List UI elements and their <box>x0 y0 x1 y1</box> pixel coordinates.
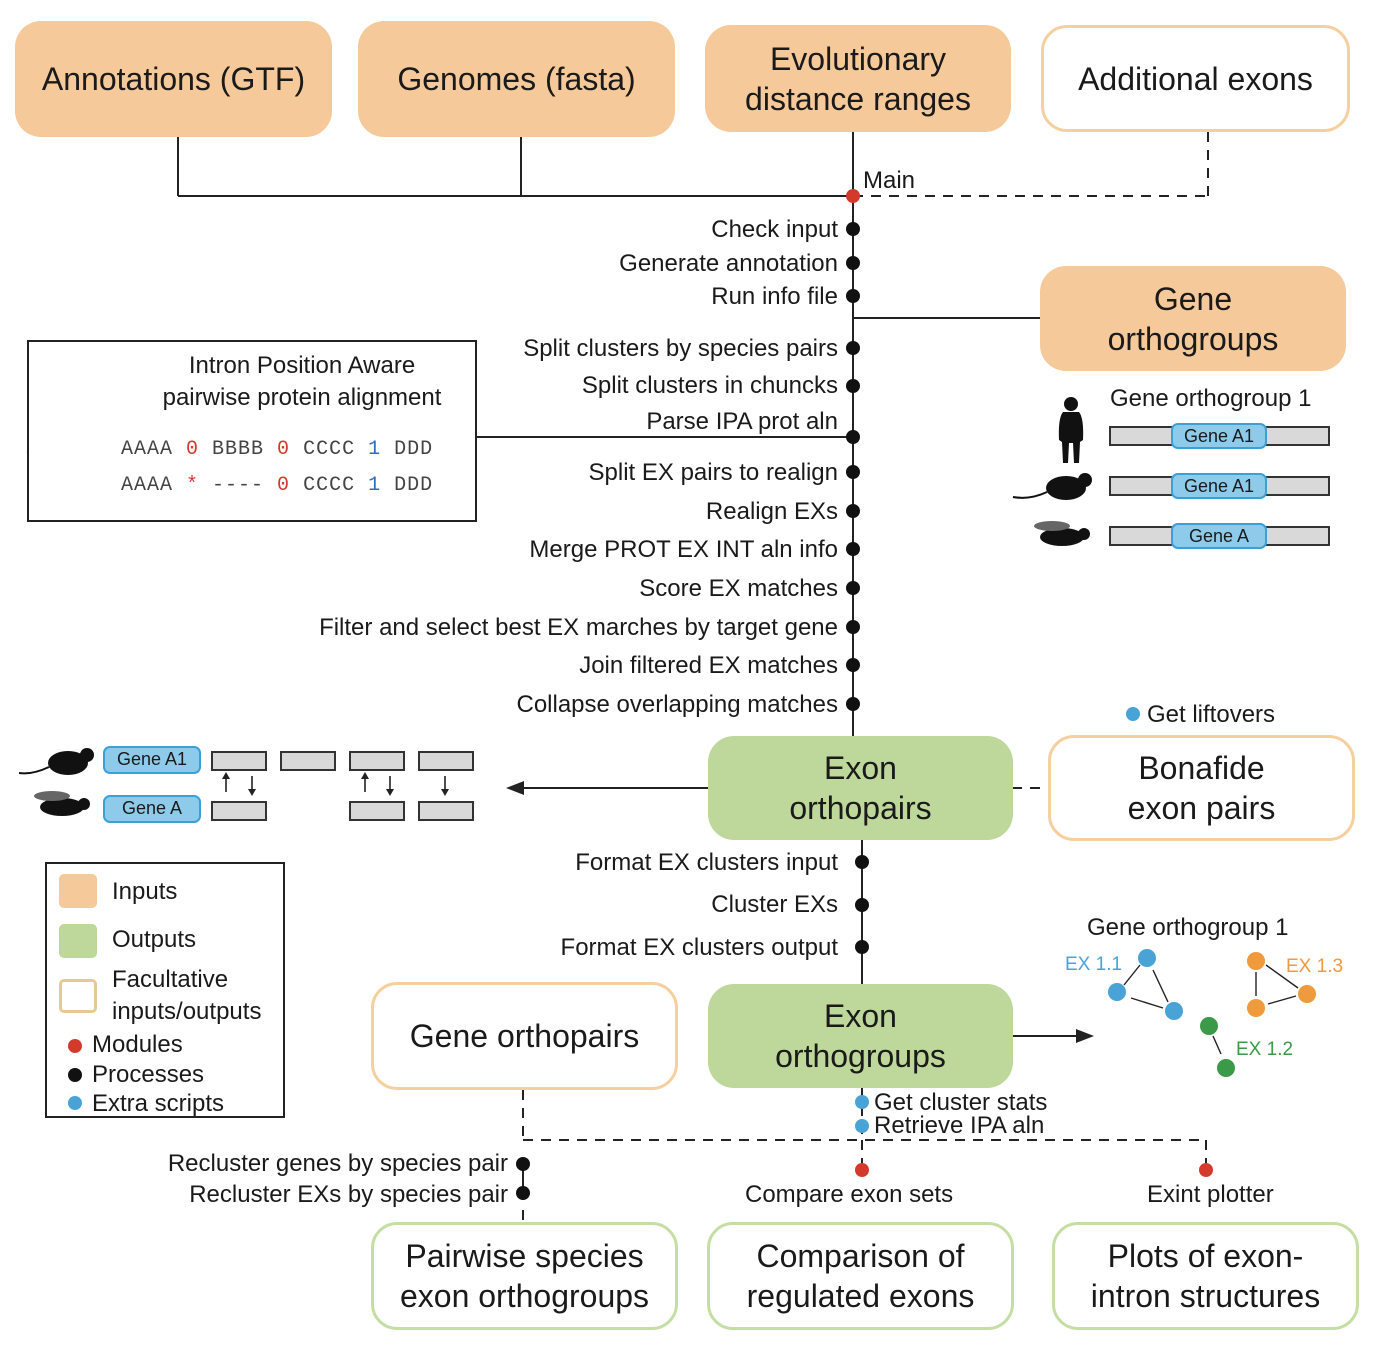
input-annotations-label: Annotations (GTF) <box>41 61 306 97</box>
output-comparison-regulated: Comparison of regulated exons <box>707 1222 1014 1330</box>
exon-rect <box>349 751 405 771</box>
human-silhouette-icon <box>1058 397 1084 463</box>
legend-swatch-inputs <box>59 874 97 908</box>
comparison-label: Comparison of regulated exons <box>746 1238 975 1314</box>
legend-dot-modules <box>68 1039 82 1053</box>
bonafide-exon-pairs: Bonafide exon pairs <box>1048 735 1355 841</box>
recluster-label: Recluster EXs by species pair <box>189 1181 508 1208</box>
module-exint-label: Exint plotter <box>1147 1181 1274 1208</box>
step-label: Score EX matches <box>639 575 838 602</box>
gene-chip: Gene A1 <box>1171 423 1267 449</box>
exon-rect <box>418 751 474 771</box>
extra-script-label: Get cluster stats <box>874 1089 1048 1116</box>
gene-orthopairs-label: Gene orthopairs <box>409 1018 640 1054</box>
get-liftovers-label: Get liftovers <box>1147 701 1276 728</box>
step-label: Filter and select best EX marches by tar… <box>319 614 838 641</box>
ipa-seq-row-2: AAAA * ---- 0 CCCC 1 DDD <box>121 474 434 497</box>
legend-dot-extra-scripts <box>68 1096 82 1110</box>
input-gene-orthogroups-label: Gene orthogroups <box>1107 280 1279 357</box>
step-label: Split clusters in chuncks <box>581 372 838 399</box>
gene-chip: Gene A <box>1171 523 1267 549</box>
input-additional-label: Additional exons <box>1078 60 1313 97</box>
ipa-alignment-box: Intron Position Aware pairwise protein a… <box>27 340 477 522</box>
exon-rect <box>280 751 336 771</box>
legend-label: Processes <box>92 1061 205 1088</box>
output-exon-orthopairs: Exon orthopairs <box>708 736 1013 840</box>
bonafide-label: Bonafide exon pairs <box>1127 750 1276 826</box>
plots-label: Plots of exon- intron structures <box>1090 1238 1321 1314</box>
gene-orthopairs: Gene orthopairs <box>371 982 678 1090</box>
ex-label-1-2: EX 1.2 <box>1236 1039 1294 1060</box>
exon-rect <box>211 751 267 771</box>
input-annotations: Annotations (GTF) <box>15 21 332 137</box>
step-label: Check input <box>711 216 838 243</box>
legend-label: Extra scripts <box>92 1090 225 1117</box>
gene-chip: Gene A <box>103 795 201 823</box>
step-label: Collapse overlapping matches <box>516 691 838 718</box>
extra-script-label: Retrieve IPA aln <box>874 1112 1045 1139</box>
input-evolutionary-distance: Evolutionary distance ranges <box>705 25 1011 132</box>
input-additional-exons: Additional exons <box>1041 25 1350 132</box>
gene-chip: Gene A1 <box>1171 473 1267 499</box>
exon-rect <box>418 801 474 821</box>
exon-orthopairs-label: Exon orthopairs <box>789 750 932 826</box>
gene-orthogroup-title: Gene orthogroup 1 <box>1110 385 1312 412</box>
input-genomes: Genomes (fasta) <box>358 21 675 137</box>
input-genomes-label: Genomes (fasta) <box>397 61 636 97</box>
step-label: Realign EXs <box>705 498 838 525</box>
main-module-label: Main <box>863 167 916 194</box>
legend-swatch-outputs <box>59 924 97 958</box>
ipa-seq-row-1: AAAA 0 BBBB 0 CCCC 1 DDD <box>121 438 434 461</box>
exon-rect <box>211 801 267 821</box>
legend-swatch-facultative <box>59 979 97 1013</box>
input-gene-orthogroups: Gene orthogroups <box>1040 266 1346 371</box>
module-compare-label: Compare exon sets <box>745 1181 954 1208</box>
step-label: Run info file <box>711 283 838 310</box>
gene-chip: Gene A1 <box>103 746 201 774</box>
output-plots-exon-intron: Plots of exon- intron structures <box>1052 1222 1359 1330</box>
step-label: Split clusters by species pairs <box>523 335 838 362</box>
legend-label: Facultative inputs/outputs <box>112 966 262 1025</box>
step-label: Split EX pairs to realign <box>588 459 838 486</box>
output-pairwise-species: Pairwise species exon orthogroups <box>371 1222 678 1330</box>
step-label: Parse IPA prot aln <box>646 408 838 435</box>
exon-rect <box>349 801 405 821</box>
step-label: Merge PROT EX INT aln info <box>529 536 838 563</box>
output-exon-orthogroups: Exon orthogroups <box>708 984 1013 1088</box>
pairwise-species-label: Pairwise species exon orthogroups <box>399 1238 650 1314</box>
step-label: Format EX clusters output <box>560 934 838 961</box>
legend-dot-processes <box>68 1068 82 1082</box>
step-label: Format EX clusters input <box>575 849 838 876</box>
input-evo-label: Evolutionary distance ranges <box>745 40 971 117</box>
ex-label-1-1: EX 1.1 <box>1065 954 1123 975</box>
step-label: Join filtered EX matches <box>579 652 838 679</box>
step-label: Generate annotation <box>619 250 838 277</box>
step-label: Cluster EXs <box>711 891 838 918</box>
legend-label: Inputs <box>112 878 178 905</box>
ipa-title: Intron Position Aware pairwise protein a… <box>162 352 442 411</box>
ex-label-1-3: EX 1.3 <box>1286 956 1344 977</box>
legend-label: Modules <box>92 1031 183 1058</box>
legend-label: Outputs <box>112 926 197 953</box>
cluster-example-title: Gene orthogroup 1 <box>1087 914 1289 941</box>
recluster-label: Recluster genes by species pair <box>167 1150 508 1177</box>
exon-orthogroups-label: Exon orthogroups <box>775 998 946 1074</box>
legend: Inputs Outputs Facultative inputs/output… <box>45 862 285 1118</box>
